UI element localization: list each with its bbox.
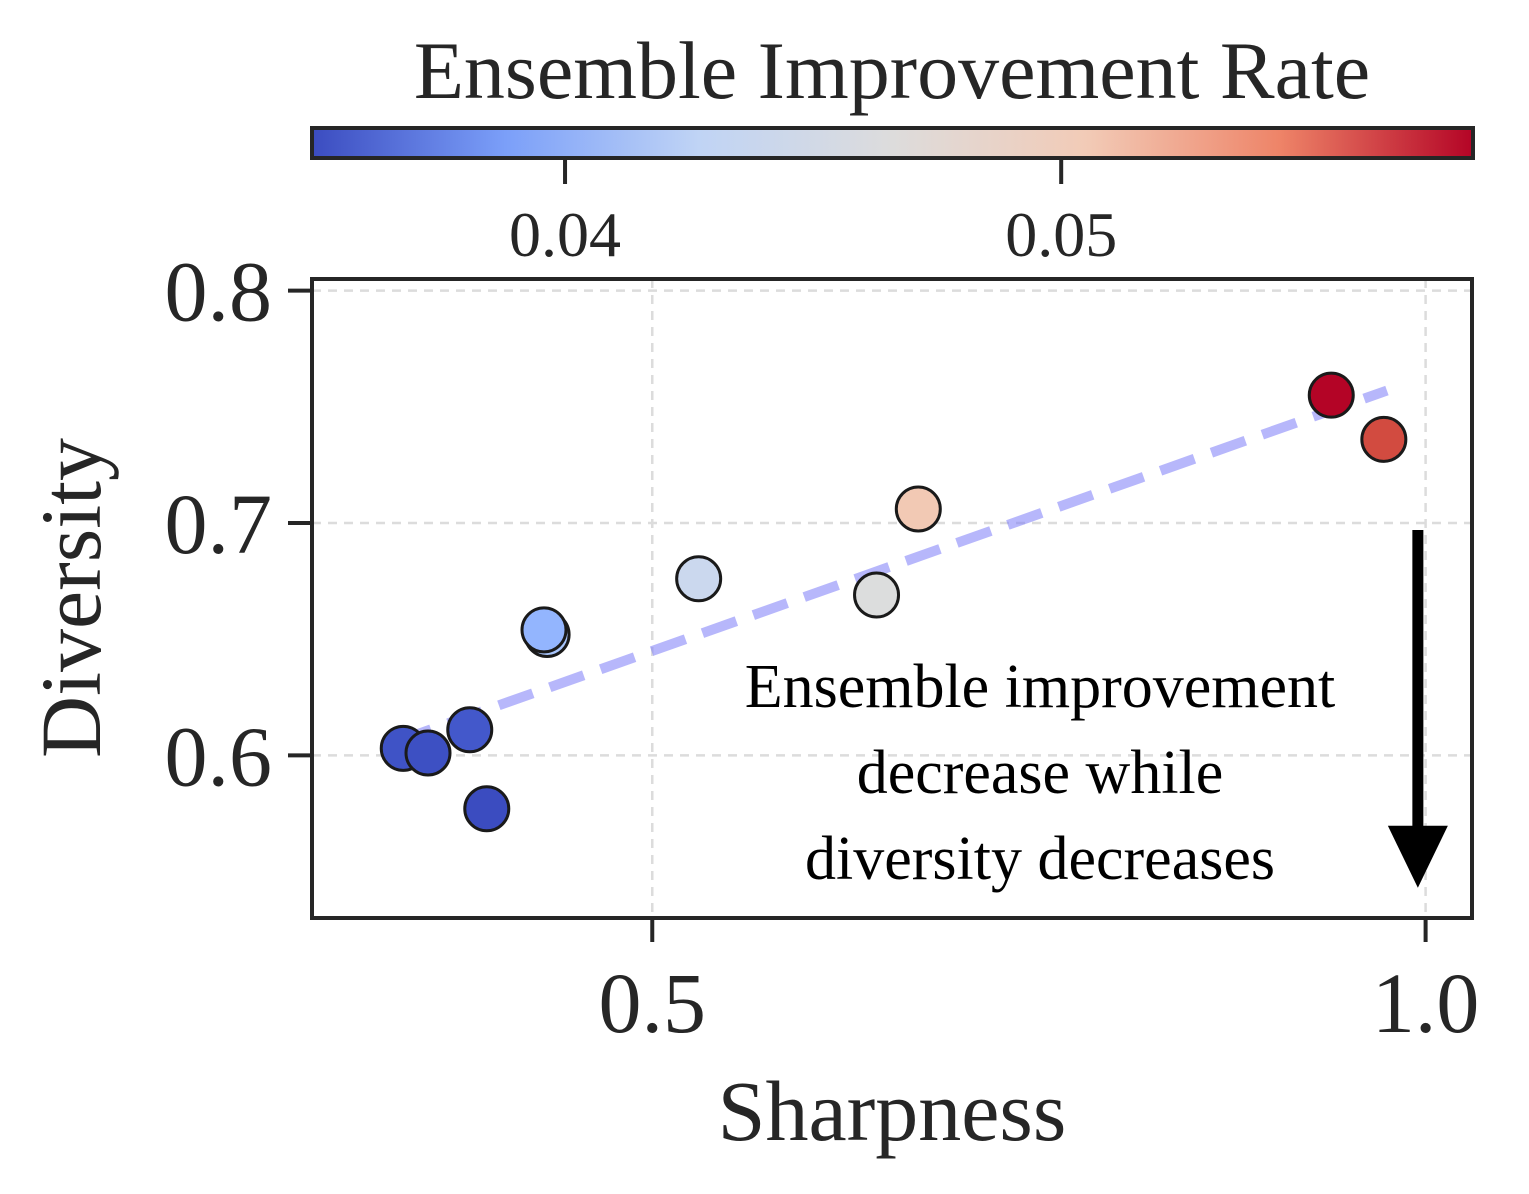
y-axis-ticks: 0.6 0.7 0.8 bbox=[165, 244, 312, 804]
y-axis-label: Diversity bbox=[23, 438, 119, 758]
y-tick-label: 0.8 bbox=[165, 244, 273, 340]
plot-frame bbox=[310, 277, 1474, 920]
trend-line-group bbox=[395, 385, 1389, 747]
y-tick-label: 0.7 bbox=[165, 476, 273, 572]
data-point bbox=[894, 485, 942, 533]
data-point bbox=[404, 729, 452, 777]
y-tick-label: 0.6 bbox=[165, 708, 273, 804]
data-point bbox=[1307, 371, 1355, 419]
data-point bbox=[446, 706, 494, 754]
data-point bbox=[675, 555, 723, 603]
annotation-line-2: decrease while bbox=[857, 739, 1224, 807]
colorbar-ticks: 0.04 0.05 bbox=[509, 158, 1117, 270]
colorbar-tick-label: 0.05 bbox=[1005, 199, 1117, 270]
x-tick-label: 1.0 bbox=[1372, 955, 1480, 1051]
colorbar bbox=[310, 126, 1475, 160]
x-axis-ticks: 0.5 1.0 bbox=[599, 918, 1480, 1051]
data-point bbox=[463, 785, 511, 833]
colorbar-title: Ensemble Improvement Rate bbox=[414, 25, 1370, 116]
annotation-line-1: Ensemble improvement bbox=[745, 653, 1336, 721]
data-point bbox=[853, 571, 901, 619]
arrow-head bbox=[1387, 825, 1448, 888]
annotation-line-3: diversity decreases bbox=[805, 825, 1275, 893]
down-arrow-icon bbox=[1387, 529, 1448, 888]
x-axis-label: Sharpness bbox=[718, 1063, 1067, 1159]
scatter-points bbox=[379, 371, 1408, 833]
data-point bbox=[1360, 415, 1408, 463]
annotation: Ensemble improvement decrease while dive… bbox=[745, 653, 1336, 893]
data-point bbox=[520, 606, 568, 654]
trend-line bbox=[395, 385, 1389, 747]
colorbar-tick-label: 0.04 bbox=[509, 199, 621, 270]
x-tick-label: 0.5 bbox=[599, 955, 707, 1051]
grid bbox=[312, 279, 1472, 918]
